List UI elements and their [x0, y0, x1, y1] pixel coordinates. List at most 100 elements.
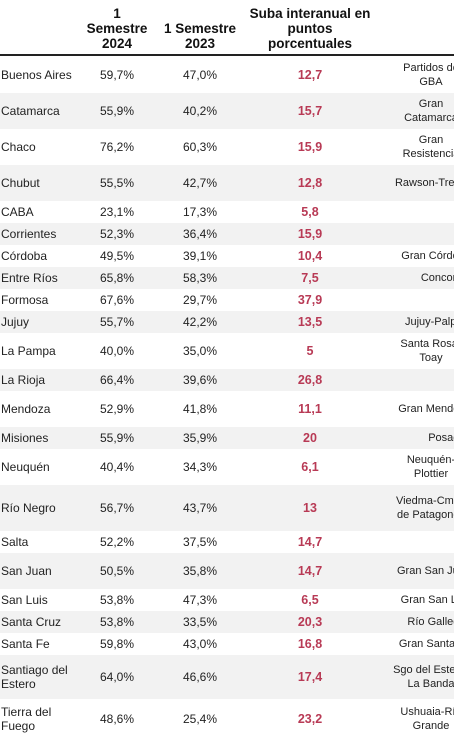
area-label: Viedma-Cmen de Patagones: [395, 495, 454, 521]
change-value: 14,7: [297, 535, 323, 549]
province-cell: Santa Cruz: [0, 611, 79, 633]
change-cell: 23,2: [245, 699, 375, 739]
area-cell: [375, 531, 454, 553]
semester-2023-cell: 60,3%: [182, 140, 218, 154]
change-cell: 5: [245, 333, 375, 369]
table-header: 1 Semestre 2024 1 Semestre 2023 Suba int…: [0, 0, 454, 56]
province-cell: Corrientes: [0, 223, 79, 245]
area-cell: Partidos de GBA: [375, 55, 454, 93]
area-cell: Gran San Luis: [375, 589, 454, 611]
table-row: Neuquén 40,4% 34,3% 6,1 Neuquén-Plottier: [0, 449, 454, 485]
semester-2024-cell: 64,0%: [79, 655, 155, 699]
province-cell: Misiones: [0, 427, 79, 449]
semester-2024-cell: 55,9%: [79, 427, 155, 449]
change-value: 37,9: [297, 293, 323, 307]
table-row: CABA 23,1% 17,3% 5,8: [0, 201, 454, 223]
semester-2024-cell: 66,4%: [79, 369, 155, 391]
change-cell: 14,7: [245, 553, 375, 589]
semester-2023-cell: 35,9%: [155, 427, 245, 449]
area-cell: Gran Resistencia: [375, 129, 454, 165]
change-value: 10,4: [297, 249, 323, 263]
area-label: Concordia: [420, 272, 454, 284]
change-value: 14,7: [297, 564, 323, 578]
province-cell: San Luis: [1, 593, 48, 607]
change-cell: 11,1: [245, 391, 375, 427]
semester-2023-cell: 17,3%: [182, 205, 218, 219]
semester-2023-cell: 41,8%: [182, 402, 218, 416]
semester-2024-cell: 59,7%: [99, 67, 135, 82]
change-cell: 15,9: [245, 129, 375, 165]
province-cell: Neuquén: [1, 460, 50, 474]
semester-2023-cell: 58,3%: [155, 267, 245, 289]
change-cell: 13: [245, 485, 375, 531]
change-cell: 13,5: [245, 311, 375, 333]
table-row: Córdoba 49,5% 39,1% 10,4 Gran Córdoba: [0, 245, 454, 267]
area-label: Gran Resistencia: [402, 134, 454, 160]
province-cell: Buenos Aires: [1, 67, 72, 82]
province-cell: La Rioja: [0, 369, 79, 391]
change-cell: 6,5: [245, 589, 375, 611]
semester-2023-cell: 46,6%: [155, 655, 245, 699]
change-cell: 12,8: [245, 165, 375, 201]
semester-2023-cell: 37,5%: [182, 535, 218, 549]
table-row: Formosa 67,6% 29,7% 37,9: [0, 289, 454, 311]
table-row: Mendoza 52,9% 41,8% 11,1 Gran Mendoza: [0, 391, 454, 427]
header-row: 1 Semestre 2024 1 Semestre 2023 Suba int…: [0, 0, 454, 56]
semester-2024-cell: 53,8%: [99, 593, 135, 607]
table-row: Buenos Aires 59,7% 47,0% 12,7 Partidos de GB…: [0, 55, 454, 93]
change-value: 5,8: [301, 205, 319, 219]
change-value: 13: [303, 501, 317, 515]
area-cell: Gran Mendoza: [375, 391, 454, 427]
semester-2024-cell: 59,8%: [99, 637, 135, 651]
change-cell: 15,9: [245, 223, 375, 245]
area-label: Gran Córdoba: [401, 250, 454, 262]
change-value: 17,4: [297, 670, 323, 684]
area-cell: Santa Rosa-Toay: [375, 333, 454, 369]
change-cell: 20: [245, 427, 375, 449]
province-cell: San Juan: [0, 553, 79, 589]
table-row: Santiago del Estero 64,0% 46,6% 17,4 Sgo del…: [0, 655, 454, 699]
semester-2024-cell: 67,6%: [99, 293, 135, 307]
table-body: Buenos Aires 59,7% 47,0% 12,7 Partidos de GB…: [0, 55, 454, 739]
area-label: Jujuy-Palpalá: [404, 316, 454, 328]
area-cell: Ushuaia-Río Grande: [375, 699, 454, 739]
area-label: Sgo del Estero-La Banda: [393, 664, 454, 690]
header-province: [0, 0, 79, 56]
province-cell: Jujuy: [0, 311, 79, 333]
semester-2023-cell: 42,2%: [155, 311, 245, 333]
change-value: 12,7: [297, 67, 323, 82]
header-area: [375, 0, 454, 56]
province-cell: Mendoza: [1, 402, 51, 416]
change-cell: 15,7: [245, 93, 375, 129]
area-label: Santa Rosa-Toay: [400, 338, 454, 364]
area-cell: Gran Santa Fe: [375, 633, 454, 655]
area-cell: Gran Córdoba: [375, 245, 454, 267]
semester-2023-cell: 39,1%: [182, 249, 218, 263]
area-label: Gran San Juan: [397, 565, 454, 577]
change-value: 11,1: [298, 402, 322, 416]
semester-2024-cell: 55,9%: [79, 93, 155, 129]
area-cell: Jujuy-Palpalá: [375, 311, 454, 333]
semester-2024-cell: 55,5%: [79, 165, 155, 201]
province-cell: Chaco: [1, 140, 36, 154]
table-row: Corrientes 52,3% 36,4% 15,9: [0, 223, 454, 245]
change-cell: 16,8: [245, 633, 375, 655]
area-cell: Posadas: [375, 427, 454, 449]
change-value: 15,9: [297, 227, 323, 241]
change-cell: 5,8: [245, 201, 375, 223]
change-value: 6,1: [301, 460, 319, 474]
area-cell: Neuquén-Plottier: [375, 449, 454, 485]
province-cell: CABA: [1, 205, 34, 219]
area-cell: Viedma-Cmen de Patagones: [375, 485, 454, 531]
change-value: 15,9: [297, 140, 323, 154]
change-value: 12,8: [297, 176, 323, 190]
table-row: Santa Fe 59,8% 43,0% 16,8 Gran Santa Fe: [0, 633, 454, 655]
header-semester-2023: 1 Semestre 2023: [155, 0, 245, 56]
area-label: Gran Mendoza: [398, 403, 454, 415]
table-row: La Pampa 40,0% 35,0% 5 Santa Rosa-Toay: [0, 333, 454, 369]
